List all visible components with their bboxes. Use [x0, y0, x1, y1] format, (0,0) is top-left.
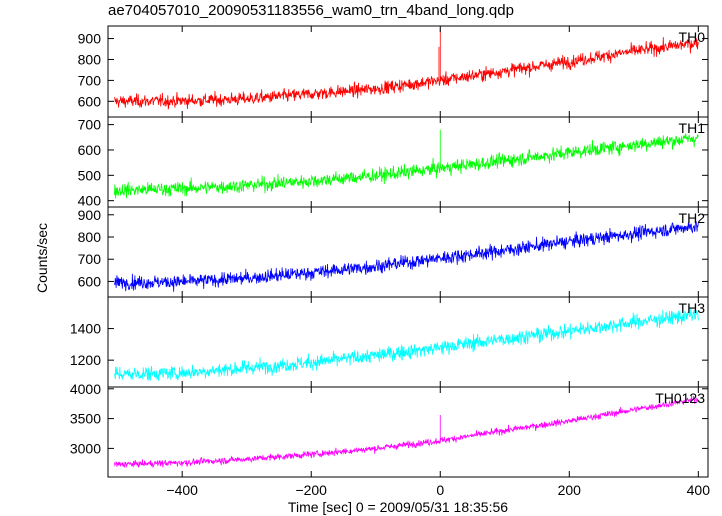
y-tick-label: 800 — [78, 51, 102, 67]
x-tick-label: −400 — [166, 482, 198, 498]
y-tick-label: 4000 — [70, 381, 101, 397]
series-line-th1 — [114, 129, 699, 199]
x-axis-label: Time [sec] 0 = 2009/05/31 18:35:56 — [288, 499, 508, 515]
series-label: TH0 — [679, 29, 706, 45]
y-tick-label: 600 — [78, 142, 102, 158]
series-line-th0 — [114, 29, 699, 111]
y-tick-label: 700 — [78, 72, 102, 88]
y-tick-label: 900 — [78, 207, 102, 223]
panel-frame — [107, 386, 709, 478]
chart-title: ae704057010_20090531183556_wam0_trn_4ban… — [108, 2, 514, 19]
y-tick-label: 3000 — [70, 440, 101, 456]
y-tick-label: 600 — [78, 273, 102, 289]
y-tick-label: 1200 — [70, 352, 101, 368]
series-label: TH3 — [679, 300, 706, 316]
x-tick-label: 400 — [687, 482, 711, 498]
y-tick-label: 800 — [78, 229, 102, 245]
y-tick-label: 3500 — [70, 411, 101, 427]
series-line-th0123 — [114, 395, 699, 468]
x-tick-label: −200 — [295, 482, 327, 498]
panel-frame — [107, 206, 709, 298]
y-tick-label: 1400 — [70, 321, 101, 337]
series-line-th2 — [114, 219, 699, 292]
series-label: TH2 — [679, 210, 706, 226]
y-tick-label: 600 — [78, 93, 102, 109]
y-axis-label: Counts/sec — [34, 223, 50, 293]
panel-frame — [107, 25, 709, 118]
series-label: TH1 — [679, 120, 706, 136]
series-label: TH0123 — [655, 390, 705, 406]
y-tick-label: 500 — [78, 167, 102, 183]
y-tick-label: 700 — [78, 117, 102, 133]
panel-frame — [107, 116, 709, 208]
y-tick-label: 900 — [78, 31, 102, 47]
y-tick-label: 700 — [78, 251, 102, 267]
x-tick-label: 0 — [436, 482, 444, 498]
y-tick-label: 400 — [78, 193, 102, 209]
x-tick-label: 200 — [558, 482, 582, 498]
series-line-th3 — [114, 308, 699, 381]
